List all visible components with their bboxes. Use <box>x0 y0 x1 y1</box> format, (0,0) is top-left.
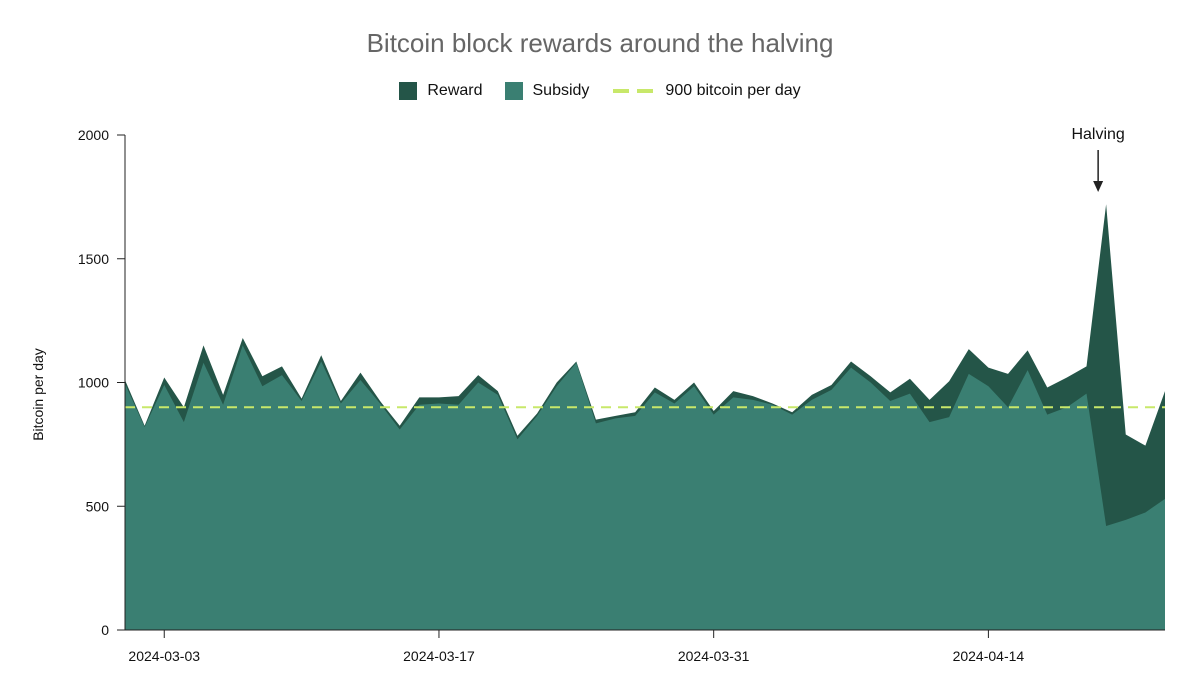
x-tick-label: 2024-04-14 <box>953 648 1025 664</box>
axes: 0 500 1000 1500 2000 2024-03-03 2024-03-17 2024… <box>78 127 1165 664</box>
legend-item-reference[interactable]: 900 bitcoin per day <box>611 82 801 100</box>
reference-swatch <box>611 82 655 100</box>
y-tick-label: 2000 <box>78 127 109 143</box>
halving-annotation: Halving <box>1071 126 1125 192</box>
y-axis-title: Bitcoin per day <box>30 348 46 441</box>
legend: Reward Subsidy 900 bitcoin per day <box>0 82 1200 100</box>
x-tick-label: 2024-03-03 <box>128 648 200 664</box>
legend-label-reward: Reward <box>427 82 483 99</box>
y-tick-label: 0 <box>101 622 109 638</box>
subsidy-swatch <box>504 82 523 100</box>
halving-label: Halving <box>1071 126 1124 143</box>
y-tick-label: 1500 <box>78 251 109 267</box>
legend-item-reward[interactable]: Reward <box>399 82 483 100</box>
area-layer <box>125 204 1165 631</box>
y-tick-label: 500 <box>86 498 110 514</box>
halving-arrowhead-icon <box>1093 181 1104 192</box>
x-tick-label: 2024-03-17 <box>403 648 475 664</box>
x-tick-label: 2024-03-31 <box>678 648 750 664</box>
chart-title: Bitcoin block rewards around the halving <box>366 28 834 58</box>
legend-item-subsidy[interactable]: Subsidy <box>504 82 590 100</box>
area-subsidy <box>125 345 1165 630</box>
reward-swatch <box>399 82 418 100</box>
y-tick-label: 1000 <box>78 375 109 391</box>
legend-label-reference: 900 bitcoin per day <box>665 82 801 99</box>
legend-label-subsidy: Subsidy <box>532 82 590 99</box>
